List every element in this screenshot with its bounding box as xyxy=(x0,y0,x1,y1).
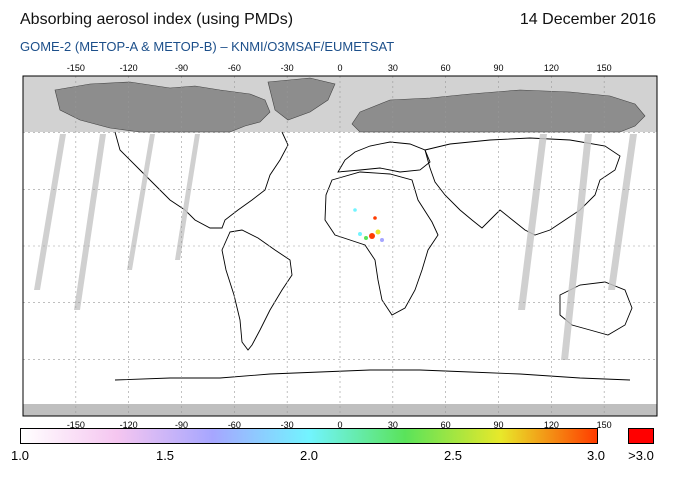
lon-tick-label-top: 60 xyxy=(441,63,451,73)
graticule xyxy=(23,76,657,416)
lon-tick-label-top: 150 xyxy=(597,63,612,73)
map-subtitle: GOME-2 (METOP-A & METOP-B) – KNMI/O3MSAF… xyxy=(20,39,395,54)
map-canvas: -150 -150 -120 -120 -90 -90 -60 -60 -30 -30 0 0 30 30… xyxy=(10,60,673,435)
lon-tick-label-bottom: -90 xyxy=(175,420,188,430)
north-america-arctic-land xyxy=(54,81,271,133)
asia-outline xyxy=(424,137,621,236)
map-date: 14 December 2016 xyxy=(519,11,656,28)
southern-no-data-band xyxy=(23,404,657,416)
lon-tick-label-top: 30 xyxy=(388,63,398,73)
map-border xyxy=(22,75,658,417)
lon-tick-label-bottom: 90 xyxy=(493,420,503,430)
lon-tick-label-bottom: -150 xyxy=(67,420,85,430)
colorbar-label-1-5: 1.5 xyxy=(155,448,175,463)
lon-tick-label-bottom: 30 xyxy=(388,420,398,430)
lon-tick-label-bottom: 120 xyxy=(544,420,559,430)
colorbar-gradient xyxy=(20,428,598,444)
lon-tick-label-bottom: -120 xyxy=(120,420,138,430)
colorbar-label-2-0: 2.0 xyxy=(299,448,319,463)
aerosol-hotspot xyxy=(353,208,384,242)
lon-tick-label-bottom: 60 xyxy=(441,420,451,430)
colorbar-label-over: >3.0 xyxy=(628,448,654,463)
colorbar-label-2-5: 2.5 xyxy=(443,448,463,463)
colorbar-label-3-0: 3.0 xyxy=(586,448,606,463)
lon-tick-label-top: -90 xyxy=(175,63,188,73)
greenland-land xyxy=(267,77,336,121)
lon-tick-label-bottom: -30 xyxy=(281,420,294,430)
lon-tick-label-top: 90 xyxy=(493,63,503,73)
aerosol-map: -150 -150 -120 -120 -90 -90 -60 -60 -30 -30 0 0 30 30… xyxy=(10,60,673,435)
lon-tick-label-top: -60 xyxy=(228,63,241,73)
lon-tick-label-bottom: 0 xyxy=(337,420,342,430)
antarctica-outline xyxy=(114,369,631,381)
colorbar: 1.0 1.5 2.0 2.5 3.0 >3.0 xyxy=(11,428,670,468)
colorbar-over-swatch xyxy=(628,428,654,444)
lon-tick-label-bottom: -60 xyxy=(228,420,241,430)
north-america-outline xyxy=(114,131,289,229)
lon-tick-label-top: 120 xyxy=(544,63,559,73)
lon-tick-label-bottom: 150 xyxy=(597,420,612,430)
colorbar-label-1-0: 1.0 xyxy=(10,448,30,463)
lon-tick-label-top: -120 xyxy=(120,63,138,73)
lon-tick-label-top: -30 xyxy=(281,63,294,73)
orbit-gap-stripes xyxy=(34,134,637,360)
lon-tick-label-top: -150 xyxy=(67,63,85,73)
lon-tick-label-top: 0 xyxy=(337,63,342,73)
map-title: Absorbing aerosol index (using PMDs) xyxy=(20,11,294,28)
